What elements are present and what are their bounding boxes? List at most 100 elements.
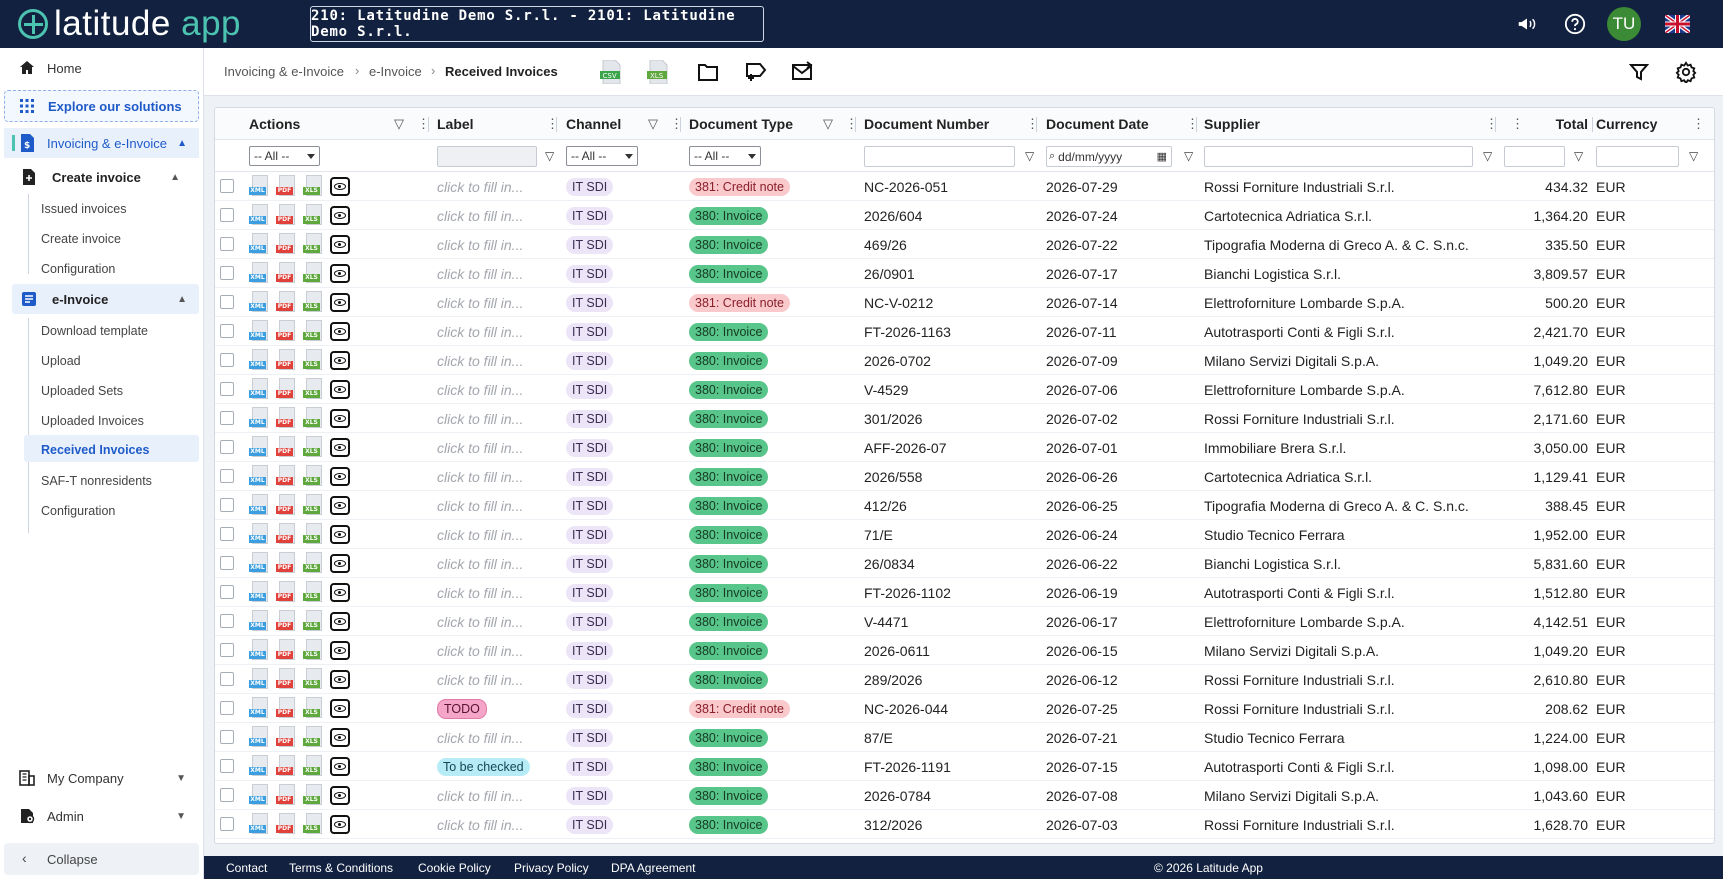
xls-file-icon[interactable]: XLS <box>303 320 325 343</box>
sidebar-item-issued-invoices[interactable]: Issued invoices <box>41 202 127 216</box>
pdf-file-icon[interactable]: PDF <box>276 436 298 459</box>
sidebar-item-uploaded-invoices[interactable]: Uploaded Invoices <box>41 414 144 428</box>
xml-file-icon[interactable]: XML <box>249 552 271 575</box>
xls-file-icon[interactable]: XLS <box>303 813 325 836</box>
folder-icon[interactable] <box>696 60 720 84</box>
xml-file-icon[interactable]: XML <box>249 291 271 314</box>
view-eye-icon[interactable] <box>330 554 350 573</box>
table-row[interactable]: XML PDF XLS click to fill in... IT SDI 380: I… <box>215 259 1714 288</box>
column-menu-icon[interactable]: ⋮ <box>670 116 683 131</box>
view-eye-icon[interactable] <box>330 728 350 747</box>
view-eye-icon[interactable] <box>330 612 350 631</box>
view-eye-icon[interactable] <box>330 583 350 602</box>
view-eye-icon[interactable] <box>330 409 350 428</box>
xls-file-icon[interactable]: XLS <box>303 436 325 459</box>
pdf-file-icon[interactable]: PDF <box>276 320 298 343</box>
date-filter-input[interactable]: ⌕ dd/mm/yyyy ▦ <box>1046 146 1172 167</box>
table-row[interactable]: XML PDF XLS click to fill in... IT SDI 380: I… <box>215 636 1714 665</box>
xls-file-icon[interactable]: XLS <box>303 465 325 488</box>
table-row[interactable]: XML PDF XLS click to fill in... IT SDI 380: I… <box>215 810 1714 839</box>
view-eye-icon[interactable] <box>330 815 350 834</box>
col-document-type[interactable]: Document Type <box>689 116 793 132</box>
filter-icon[interactable]: ▽ <box>648 116 658 131</box>
view-eye-icon[interactable] <box>330 322 350 341</box>
row-checkbox[interactable] <box>220 730 234 744</box>
xls-file-icon[interactable]: XLS <box>303 378 325 401</box>
filter-icon[interactable] <box>1627 60 1651 84</box>
xml-file-icon[interactable]: XML <box>249 697 271 720</box>
col-document-date[interactable]: Document Date <box>1046 116 1149 132</box>
xml-file-icon[interactable]: XML <box>249 784 271 807</box>
xls-file-icon[interactable]: XLS <box>303 639 325 662</box>
footer-cookie-link[interactable]: Cookie Policy <box>418 861 491 875</box>
filter-icon[interactable]: ▽ <box>1483 149 1493 163</box>
label-cell[interactable]: click to fill in... <box>437 497 524 514</box>
row-checkbox[interactable] <box>220 382 234 396</box>
help-icon[interactable] <box>1563 12 1587 36</box>
xls-file-icon[interactable]: XLS <box>303 523 325 546</box>
xml-file-icon[interactable]: XML <box>249 407 271 430</box>
label-cell[interactable]: click to fill in... <box>437 613 524 630</box>
row-checkbox[interactable] <box>220 440 234 454</box>
row-checkbox[interactable] <box>220 498 234 512</box>
table-row[interactable]: XML PDF XLS click to fill in... IT SDI 380: I… <box>215 723 1714 752</box>
row-checkbox[interactable] <box>220 643 234 657</box>
table-row[interactable]: XML PDF XLS click to fill in... IT SDI 380: I… <box>215 317 1714 346</box>
label-cell[interactable]: click to fill in... <box>437 265 524 282</box>
column-menu-icon[interactable]: ⋮ <box>417 116 430 131</box>
sidebar-item-download-template[interactable]: Download template <box>41 324 149 338</box>
xml-file-icon[interactable]: XML <box>249 668 271 691</box>
xls-file-icon[interactable]: XLS <box>303 581 325 604</box>
xml-file-icon[interactable]: XML <box>249 233 271 256</box>
xls-export-icon[interactable]: XLS <box>646 60 670 84</box>
pdf-file-icon[interactable]: PDF <box>276 349 298 372</box>
view-eye-icon[interactable] <box>330 670 350 689</box>
filter-icon[interactable]: ▽ <box>1025 149 1035 163</box>
label-cell[interactable]: click to fill in... <box>437 207 524 224</box>
filter-icon[interactable]: ▽ <box>1689 149 1699 163</box>
pdf-file-icon[interactable]: PDF <box>276 233 298 256</box>
column-menu-icon[interactable]: ⋮ <box>1026 116 1039 131</box>
xls-file-icon[interactable]: XLS <box>303 407 325 430</box>
column-menu-icon[interactable]: ⋮ <box>1511 116 1524 131</box>
table-row[interactable]: XML PDF XLS click to fill in... IT SDI 381: C… <box>215 288 1714 317</box>
xml-file-icon[interactable]: XML <box>249 610 271 633</box>
sidebar-item-saft[interactable]: SAF-T nonresidents <box>41 474 152 488</box>
column-menu-icon[interactable]: ⋮ <box>1692 116 1705 131</box>
row-checkbox[interactable] <box>220 585 234 599</box>
xml-file-icon[interactable]: XML <box>249 494 271 517</box>
label-cell[interactable]: click to fill in... <box>437 439 524 456</box>
view-eye-icon[interactable] <box>330 786 350 805</box>
row-checkbox[interactable] <box>220 469 234 483</box>
table-row[interactable]: XML PDF XLS click to fill in... IT SDI 380: I… <box>215 462 1714 491</box>
label-cell[interactable]: click to fill in... <box>437 381 524 398</box>
view-eye-icon[interactable] <box>330 351 350 370</box>
table-row[interactable]: XML PDF XLS click to fill in... IT SDI 380: I… <box>215 404 1714 433</box>
row-checkbox[interactable] <box>220 179 234 193</box>
view-eye-icon[interactable] <box>330 264 350 283</box>
view-eye-icon[interactable] <box>330 235 350 254</box>
view-eye-icon[interactable] <box>330 293 350 312</box>
label-filter-input[interactable] <box>437 146 537 167</box>
row-checkbox[interactable] <box>220 324 234 338</box>
label-cell[interactable]: click to fill in... <box>437 236 524 253</box>
label-cell[interactable]: click to fill in... <box>437 323 524 340</box>
sidebar-item-received-invoices[interactable]: Received Invoices <box>41 443 150 457</box>
table-row[interactable]: XML PDF XLS click to fill in... IT SDI 380: I… <box>215 578 1714 607</box>
xml-file-icon[interactable]: XML <box>249 755 271 778</box>
row-checkbox[interactable] <box>220 614 234 628</box>
col-total[interactable]: Total <box>1555 116 1588 132</box>
table-row[interactable]: XML PDF XLS click to fill in... IT SDI 380: I… <box>215 520 1714 549</box>
sidebar-item-configuration[interactable]: Configuration <box>41 262 116 276</box>
view-eye-icon[interactable] <box>330 177 350 196</box>
table-row[interactable]: XML PDF XLS click to fill in... IT SDI 380: I… <box>215 375 1714 404</box>
label-cell[interactable]: click to fill in... <box>437 410 524 427</box>
row-checkbox[interactable] <box>220 672 234 686</box>
sidebar-item-my-company[interactable]: My Company ▼ <box>0 766 204 790</box>
xml-file-icon[interactable]: XML <box>249 465 271 488</box>
doctype-filter-select[interactable]: -- All -- <box>689 146 761 166</box>
megaphone-icon[interactable] <box>1515 12 1539 36</box>
avatar[interactable]: TU <box>1607 7 1641 41</box>
pdf-file-icon[interactable]: PDF <box>276 668 298 691</box>
row-checkbox[interactable] <box>220 527 234 541</box>
